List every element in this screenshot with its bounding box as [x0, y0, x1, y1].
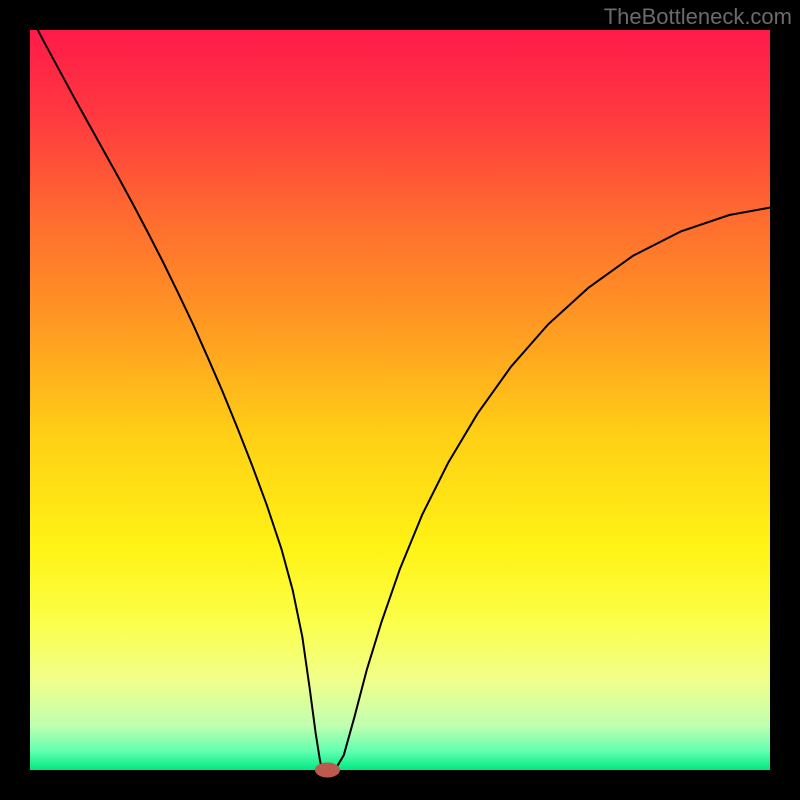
optimal-point-marker [315, 763, 339, 777]
plot-background [30, 30, 770, 770]
watermark-label: TheBottleneck.com [604, 4, 792, 30]
bottleneck-chart [0, 0, 800, 800]
